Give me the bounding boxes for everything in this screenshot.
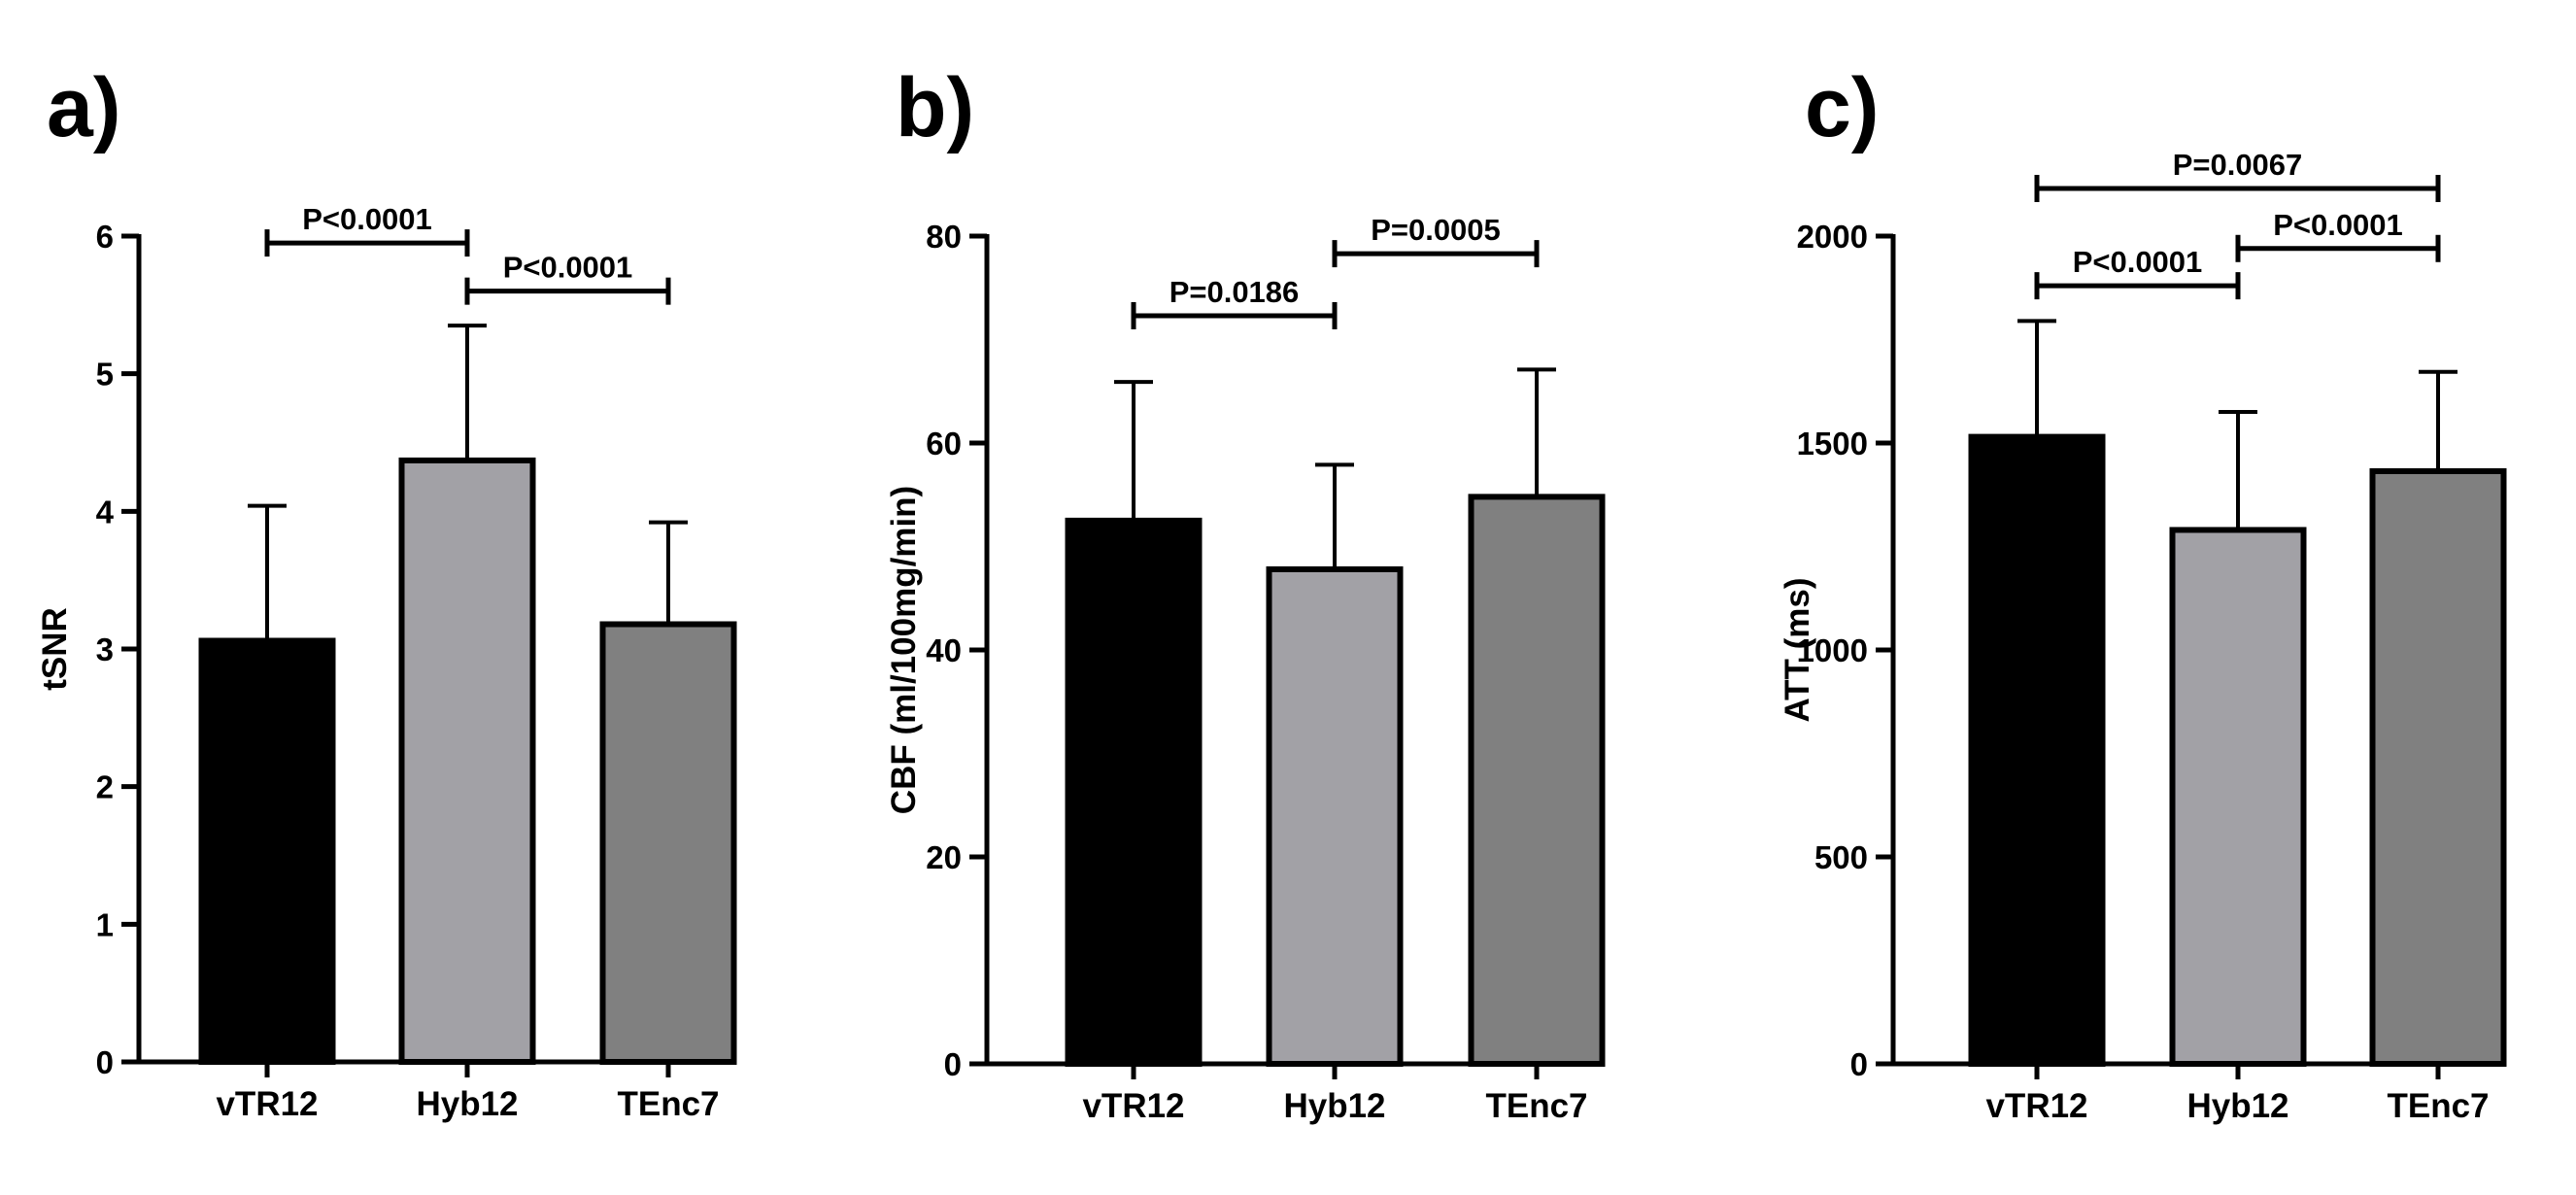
bar-Hyb12 bbox=[1266, 565, 1404, 1067]
bar-TEnc7 bbox=[2369, 467, 2507, 1067]
category-label-vTR12: vTR12 bbox=[1082, 1087, 1184, 1125]
y-tick-label: 0 bbox=[1850, 1046, 1868, 1082]
y-axis-label: ATT (ms) bbox=[1779, 577, 1816, 722]
y-tick-label: 2000 bbox=[1797, 219, 1868, 255]
y-tick-label: 0 bbox=[944, 1046, 962, 1082]
y-tick-label: 500 bbox=[1814, 839, 1868, 875]
y-axis-label: tSNR bbox=[36, 607, 74, 691]
chart-panel-1: a) 0 1 2 3 4 5 6 tSNR vTR12 Hyb12 TEnc7 P<0.0001 P<0.… bbox=[36, 61, 737, 1123]
y-tick-label: 1000 bbox=[1797, 632, 1868, 668]
y-tick-label: 80 bbox=[926, 219, 962, 255]
bar-TEnc7 bbox=[1468, 494, 1606, 1067]
p-value-label: P=0.0005 bbox=[1371, 213, 1501, 247]
p-value-label: P<0.0001 bbox=[503, 251, 633, 285]
panel-letter: b) bbox=[896, 61, 974, 154]
y-tick-label: 4 bbox=[96, 494, 115, 529]
bar-TEnc7 bbox=[599, 621, 737, 1065]
p-value-label: P<0.0001 bbox=[2273, 208, 2403, 242]
y-tick-label: 60 bbox=[926, 426, 962, 461]
category-label-Hyb12: Hyb12 bbox=[1283, 1087, 1385, 1125]
chart-panel-3: c) 0 500 1000 1500 2000 ATT (ms) vTR12 Hyb12 TEnc… bbox=[1779, 61, 2507, 1125]
y-tick-label: 5 bbox=[96, 357, 114, 393]
panel-letter: c) bbox=[1805, 61, 1879, 154]
bar-vTR12 bbox=[198, 637, 336, 1065]
panel-letter: a) bbox=[47, 61, 120, 154]
category-label-Hyb12: Hyb12 bbox=[2186, 1087, 2288, 1125]
y-tick-label: 1500 bbox=[1797, 426, 1868, 461]
bar-vTR12 bbox=[1065, 517, 1203, 1067]
p-value-label: P=0.0067 bbox=[2173, 148, 2303, 182]
chart-panel-2: b) 0 20 40 60 80 CBF (ml/100mg/min) vTR12 Hyb12 T… bbox=[885, 61, 1606, 1125]
p-value-label: P=0.0186 bbox=[1169, 275, 1300, 309]
y-tick-label: 20 bbox=[926, 839, 962, 875]
category-label-vTR12: vTR12 bbox=[216, 1085, 318, 1123]
bar-Hyb12 bbox=[398, 457, 536, 1065]
category-label-TEnc7: TEnc7 bbox=[1485, 1087, 1587, 1125]
bar-vTR12 bbox=[1968, 433, 2106, 1067]
p-value-label: P<0.0001 bbox=[302, 202, 432, 236]
category-label-TEnc7: TEnc7 bbox=[2387, 1087, 2489, 1125]
y-tick-label: 0 bbox=[96, 1044, 114, 1080]
y-tick-label: 3 bbox=[96, 632, 114, 667]
y-axis-label: CBF (ml/100mg/min) bbox=[885, 486, 923, 814]
category-label-vTR12: vTR12 bbox=[1985, 1087, 2087, 1125]
y-tick-label: 6 bbox=[96, 219, 114, 255]
bar-Hyb12 bbox=[2169, 527, 2307, 1067]
y-tick-label: 40 bbox=[926, 632, 962, 668]
category-label-Hyb12: Hyb12 bbox=[416, 1085, 518, 1123]
y-tick-label: 1 bbox=[96, 906, 114, 942]
category-label-TEnc7: TEnc7 bbox=[617, 1085, 719, 1123]
y-tick-label: 2 bbox=[96, 769, 114, 805]
p-value-label: P<0.0001 bbox=[2073, 245, 2203, 279]
